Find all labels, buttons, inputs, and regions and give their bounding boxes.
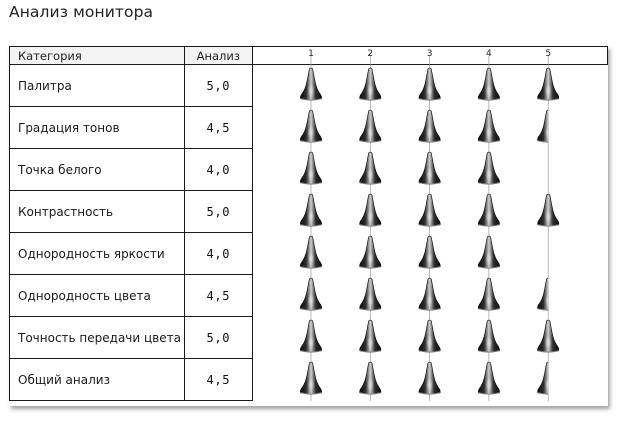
row-category: Точность передачи цвета	[9, 316, 185, 359]
table-row: Контрастность 5,0	[9, 190, 608, 233]
row-score: 4,0	[183, 148, 253, 191]
table-row: Палитра 5,0	[9, 64, 608, 107]
row-chart-cell	[251, 316, 608, 359]
table-row: Точность передачи цвета 5,0	[9, 316, 608, 359]
row-chart-cell	[251, 274, 608, 317]
table-row: Общий анализ 4,5	[9, 358, 608, 401]
row-category: Точка белого	[9, 148, 185, 191]
row-chart-cell	[251, 190, 608, 233]
row-chart-cell	[251, 148, 608, 191]
row-score: 4,5	[183, 358, 253, 401]
page-title: Анализ монитора	[9, 3, 154, 21]
row-chart-cell	[251, 358, 608, 401]
header-category: Категория	[9, 46, 185, 65]
row-score: 4,5	[183, 106, 253, 149]
row-score: 5,0	[183, 316, 253, 359]
row-category: Общий анализ	[9, 358, 185, 401]
row-chart-cell	[251, 232, 608, 275]
row-score: 4,5	[183, 274, 253, 317]
row-category: Однородность цвета	[9, 274, 185, 317]
header-score: Анализ	[183, 46, 253, 65]
table-row: Градация тонов 4,5	[9, 106, 608, 149]
row-chart-cell	[251, 64, 608, 107]
header-scale	[251, 46, 609, 65]
rating-table: Категория Анализ Палитра 5,0 Градация то…	[9, 46, 609, 406]
row-score: 5,0	[183, 190, 253, 233]
table-row: Однородность цвета 4,5	[9, 274, 608, 317]
table-row: Точка белого 4,0	[9, 148, 608, 191]
row-category: Палитра	[9, 64, 185, 107]
row-category: Однородность яркости	[9, 232, 185, 275]
row-category: Градация тонов	[9, 106, 185, 149]
table-row: Однородность яркости 4,0	[9, 232, 608, 275]
row-score: 5,0	[183, 64, 253, 107]
row-chart-cell	[251, 106, 608, 149]
row-category: Контрастность	[9, 190, 185, 233]
row-score: 4,0	[183, 232, 253, 275]
